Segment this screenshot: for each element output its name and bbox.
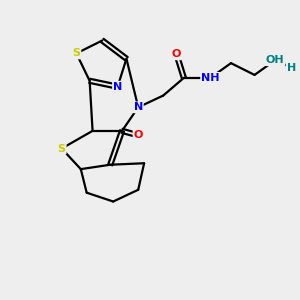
Text: N: N (113, 82, 122, 92)
Text: O: O (172, 49, 181, 59)
Text: H: H (287, 63, 296, 73)
Text: S: S (72, 48, 80, 59)
Text: N: N (134, 102, 143, 112)
Text: OH: OH (266, 55, 284, 65)
Text: O: O (134, 130, 143, 140)
Text: NH: NH (201, 73, 220, 83)
Text: S: S (58, 143, 66, 154)
